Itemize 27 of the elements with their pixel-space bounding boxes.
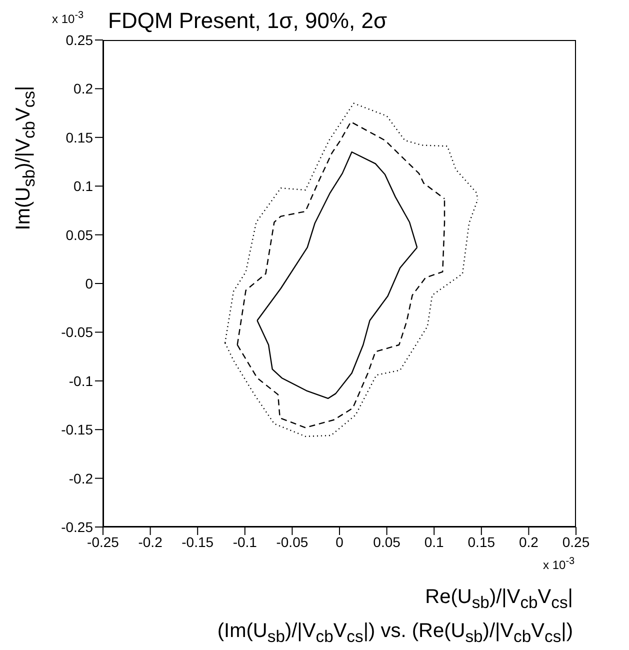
x-tick-label: -0.2	[138, 534, 163, 550]
y-tick-label: 0.1	[74, 178, 94, 194]
x-tick-label: -0.15	[182, 534, 214, 550]
y-tick-label: -0.25	[61, 518, 94, 535]
y-tick-label: 0.25	[66, 32, 94, 48]
x-tick-label: 0	[336, 534, 344, 550]
x-tick-label: 0.25	[562, 534, 590, 550]
text: (Im(U$_{sb}$)/|V$_{cb}$V$_{cs}$|) vs. (Re(U$_{sb}$)/|V$_{cb}$V$_{cs}$|)	[217, 620, 573, 646]
x-tick-label: 0.2	[518, 534, 539, 550]
y-tick-label: -0.05	[61, 324, 94, 340]
x-tick-label: -0.1	[232, 534, 258, 550]
y-tick-label: 0.05	[66, 226, 94, 243]
x-tick-label: 0.05	[373, 534, 401, 550]
x-tick-label: 0.1	[424, 534, 444, 550]
x-axis-title: Re(U$_{sb}$)/|V$_{cb}$V$_{cs}$|	[425, 586, 573, 613]
x-tick-label: -0.05	[276, 534, 308, 550]
y-tick-label: -0.2	[68, 470, 94, 486]
chart-title: FDQM Present, 1σ, 90%, 2σ	[108, 8, 388, 34]
x-tick-label: -0.25	[87, 534, 120, 550]
x-tick-label: 0.15	[468, 534, 496, 550]
text: x 10$^{-3}$	[543, 556, 575, 572]
y-tick-label: -0.1	[68, 372, 94, 389]
y-tick-label: 0.15	[66, 129, 94, 146]
y-tick-label: -0.15	[61, 422, 94, 438]
y-tick-label: 0	[85, 275, 94, 292]
y-tick-label: 0.2	[74, 80, 94, 97]
text: x 10$^{-3}$	[52, 10, 84, 26]
